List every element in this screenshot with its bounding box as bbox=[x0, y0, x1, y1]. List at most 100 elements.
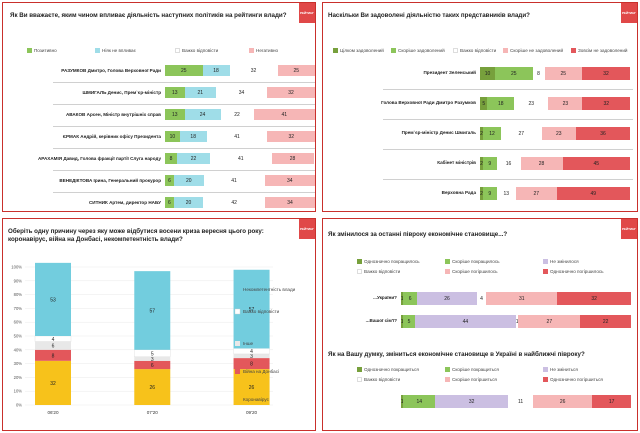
brand-logo: РЕЙТИНГ bbox=[299, 219, 315, 239]
segment-value-label: 8 bbox=[52, 353, 55, 359]
bar-segment: 2 bbox=[480, 127, 483, 140]
legend-label: Ніяк не впливає bbox=[102, 48, 136, 53]
legend-swatch bbox=[445, 269, 450, 275]
legend-item: Скоріше задоволений bbox=[391, 48, 445, 54]
stacked-bar: 1 14 32 11 26 17 bbox=[401, 395, 631, 408]
row-divider bbox=[383, 178, 633, 180]
legend-swatch bbox=[249, 48, 254, 54]
segment-value-label: 3 bbox=[151, 357, 154, 363]
bar-segment: 34 bbox=[264, 175, 315, 186]
bar-segment: 13 bbox=[496, 187, 516, 200]
bar-segment: 22 bbox=[580, 315, 631, 328]
bar-segment: 36 bbox=[576, 127, 630, 140]
row-label: Президент Зеленський bbox=[423, 70, 477, 75]
bar-segment: 4 bbox=[476, 292, 487, 305]
bar-segment: 32 bbox=[229, 65, 278, 76]
legend-label: Скоріше покращиться bbox=[452, 367, 499, 372]
legend-label: Не змінилося bbox=[550, 259, 579, 264]
y-tick-label: 10% bbox=[14, 389, 23, 394]
legend-label: Скоріше задоволений bbox=[398, 48, 445, 53]
row-divider bbox=[53, 191, 315, 193]
stacked-bar: 25 18 32 25 bbox=[165, 65, 315, 76]
row-label: СИТНИК Артем, директор НАБУ bbox=[88, 200, 161, 205]
legend-label: Позитивно bbox=[34, 48, 57, 53]
row-label: ...Вашої сім'ї? bbox=[365, 318, 397, 323]
bar-segment: 18 bbox=[202, 65, 230, 76]
bar-segment: 1 bbox=[401, 292, 404, 305]
bar-segment: 41 bbox=[206, 131, 268, 142]
legend-item: Скоріше погіршилось bbox=[445, 269, 498, 275]
segment-value-label: 57 bbox=[249, 307, 255, 313]
y-tick-label: 0% bbox=[16, 403, 22, 408]
row-divider bbox=[53, 81, 315, 83]
bar-segment: 25 bbox=[165, 65, 203, 76]
politicians-influence-panel: РЕЙТИНГ Як Ви вважаєте, яким чином вплив… bbox=[2, 2, 316, 212]
legend-item: Скоріше не задоволений bbox=[503, 48, 564, 54]
stacked-bar: 2 12 27 23 36 bbox=[480, 127, 630, 140]
crisis-panel: РЕЙТИНГ Оберіть одну причину через яку м… bbox=[2, 218, 316, 431]
legend-label: Негативно bbox=[256, 48, 279, 53]
bar-segment: 8 bbox=[532, 67, 545, 80]
bar-segment: 21 bbox=[184, 87, 216, 98]
row-divider bbox=[383, 148, 633, 150]
row-divider bbox=[53, 147, 315, 149]
legend-label: Коронавірус bbox=[243, 397, 270, 402]
bar-segment: 42 bbox=[203, 197, 265, 208]
y-tick-label: 80% bbox=[14, 292, 23, 297]
legend-swatch bbox=[357, 269, 362, 275]
legend-label: Інше bbox=[243, 341, 253, 346]
bar-segment: 23 bbox=[514, 97, 549, 110]
row-divider bbox=[53, 125, 315, 127]
bar-segment: 13 bbox=[165, 109, 185, 120]
legend-item: Зовсім не задоволений bbox=[571, 48, 627, 54]
legend-item: Однозначно покращиться bbox=[357, 367, 419, 373]
bar-segment: 5 bbox=[403, 315, 415, 328]
stacked-bar: 6 20 42 34 bbox=[165, 197, 315, 208]
stacked-bar: 2 9 16 28 45 bbox=[480, 157, 630, 170]
bar-segment: 44 bbox=[414, 315, 516, 328]
stacked-bar: 13 24 22 41 bbox=[165, 109, 315, 120]
y-tick-label: 20% bbox=[14, 375, 23, 380]
bar-segment: 6 bbox=[165, 197, 174, 208]
legend-swatch bbox=[175, 48, 180, 54]
bar-segment: 20 bbox=[173, 197, 204, 208]
legend-swatch bbox=[543, 259, 548, 265]
stacked-bar: 10 25 8 25 32 bbox=[480, 67, 630, 80]
bar-segment: 32 bbox=[435, 395, 509, 408]
crisis-chart: 0%10%20%30%40%50%60%70%80%90%100%3286453… bbox=[11, 262, 296, 415]
y-tick-label: 40% bbox=[14, 347, 23, 352]
row-label: АРАХАМІЯ Давид, Голова фракції партії Сл… bbox=[37, 156, 161, 161]
column-segment bbox=[233, 358, 270, 370]
legend-item: Однозначно покращилось bbox=[357, 259, 420, 265]
y-tick-label: 60% bbox=[14, 320, 23, 325]
legend-label: Скоріше не задоволений bbox=[510, 48, 564, 53]
bar-segment: 10 bbox=[480, 67, 495, 80]
stacked-bar: 6 20 41 34 bbox=[165, 175, 315, 186]
legend-label: Не зміниться bbox=[550, 367, 578, 372]
bar-segment: 9 bbox=[483, 187, 497, 200]
legend-label: Скоріше погіршилось bbox=[452, 269, 498, 274]
legend-swatch bbox=[543, 269, 548, 275]
x-tick-label: 07'20 bbox=[147, 410, 159, 415]
y-tick-label: 70% bbox=[14, 306, 23, 311]
y-tick-label: 50% bbox=[14, 334, 23, 339]
row-divider bbox=[53, 169, 315, 171]
legend-item: Однозначно погіршиться bbox=[543, 377, 603, 383]
segment-value-label: 3 bbox=[250, 354, 253, 360]
legend-item: Не зміниться bbox=[543, 367, 578, 373]
segment-value-label: 8 bbox=[250, 362, 253, 368]
legend-swatch bbox=[95, 48, 100, 54]
stacked-bar: 2 9 13 27 49 bbox=[480, 187, 630, 200]
bar-segment: 24 bbox=[184, 109, 221, 120]
chart-title: Як Ви вважаєте, яким чином впливає діяль… bbox=[10, 12, 287, 19]
bar-segment: 22 bbox=[177, 153, 210, 164]
stacked-bar: 10 18 41 32 bbox=[165, 131, 315, 142]
legend-swatch bbox=[445, 259, 450, 265]
segment-value-label: 6 bbox=[52, 344, 55, 350]
legend-swatch bbox=[235, 287, 240, 292]
y-tick-label: 90% bbox=[14, 278, 23, 283]
legend-swatch bbox=[571, 48, 576, 54]
column-segment bbox=[233, 353, 270, 359]
segment-value-label: 57 bbox=[149, 308, 155, 314]
bar-segment: 25 bbox=[544, 67, 582, 80]
